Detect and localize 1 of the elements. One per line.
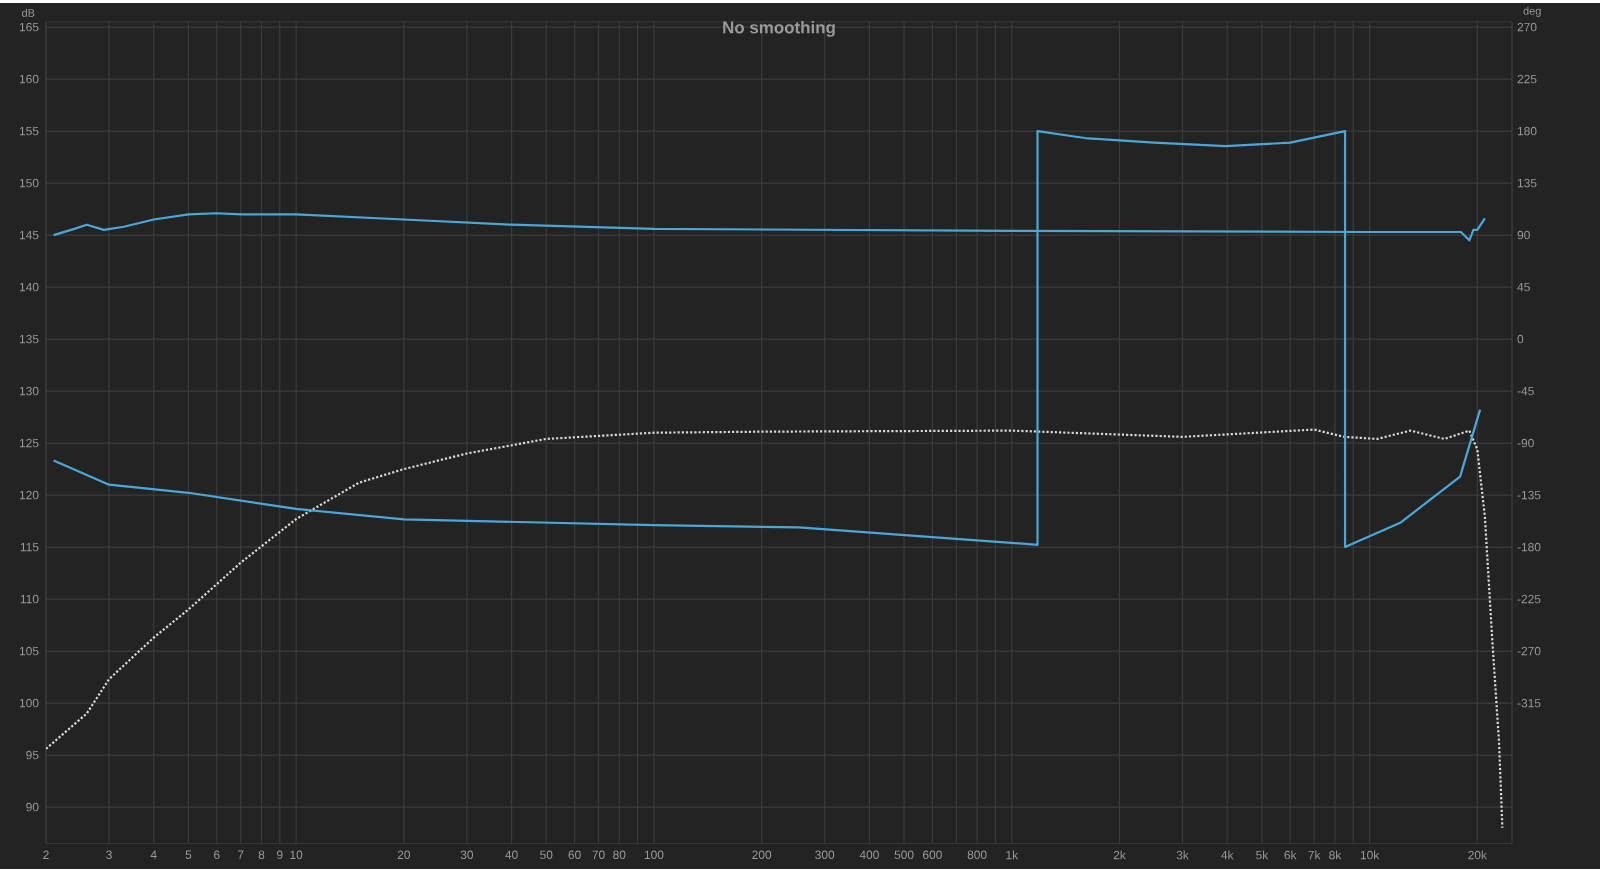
chart-title: No smoothing	[723, 21, 835, 38]
